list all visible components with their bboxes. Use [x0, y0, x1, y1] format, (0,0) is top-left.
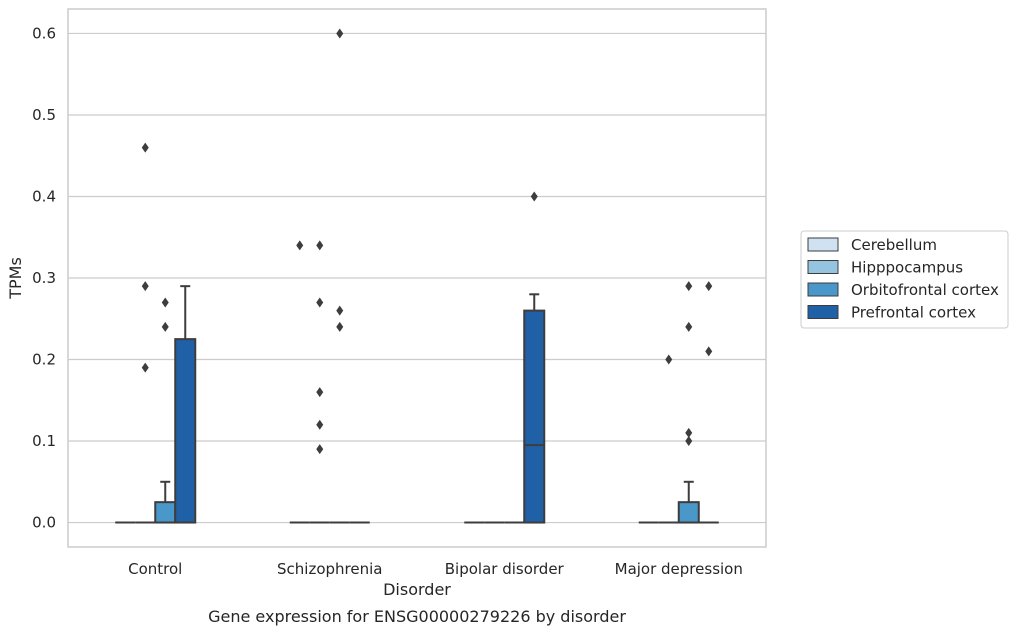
x-tick-label: Schizophrenia: [277, 560, 382, 578]
x-axis-label: Disorder: [383, 580, 451, 599]
box-groups: [115, 285, 719, 524]
outlier-point: [336, 28, 344, 39]
box-prefrontal-cortex: [523, 293, 546, 524]
legend-swatch: [807, 282, 839, 297]
outlier-point: [705, 281, 713, 292]
box-orbitofrontal-cortex: [677, 480, 700, 524]
y-axis-label: TPMs: [6, 257, 25, 300]
outlier-point: [316, 444, 324, 455]
legend-swatch: [807, 260, 839, 274]
y-tick-labels: 0.0 0.1 0.2 0.3 0.4 0.5 0.6: [32, 24, 56, 531]
legend-label: Orbitofrontal cortex: [851, 281, 999, 299]
y-tick-label: 0.5: [32, 106, 56, 124]
box-body: [677, 501, 700, 524]
y-tick-label: 0.2: [32, 351, 56, 369]
x-tick-label: Major depression: [615, 560, 743, 578]
y-tick-label: 0.3: [32, 269, 56, 287]
box-prefrontal-cortex: [174, 285, 197, 524]
outlier-point: [336, 305, 344, 316]
outlier-point: [141, 362, 149, 373]
chart-caption: Gene expression for ENSG00000279226 by d…: [208, 607, 626, 626]
box-orbitofrontal-cortex: [154, 480, 177, 524]
plot-frame: [67, 8, 767, 548]
y-tick-label: 0.4: [32, 187, 56, 205]
outlier-point: [161, 321, 169, 332]
legend: Cerebellum Hipppocampus Orbitofrontal cort…: [800, 230, 1009, 329]
outlier-point: [316, 240, 324, 251]
outlier-point: [685, 436, 693, 447]
outlier-point: [665, 354, 673, 365]
box-body: [154, 501, 177, 524]
outlier-point: [685, 281, 693, 292]
outlier-point: [316, 419, 324, 430]
outlier-point: [705, 346, 713, 357]
outlier-point: [336, 321, 344, 332]
outlier-point: [296, 240, 304, 251]
y-tick-label: 0.6: [32, 24, 56, 42]
legend-frame: [800, 230, 1009, 329]
outlier-point: [685, 427, 693, 438]
legend-label: Cerebellum: [851, 236, 937, 254]
outlier-point: [316, 387, 324, 398]
outlier-point: [141, 142, 149, 153]
legend-swatch: [807, 305, 839, 319]
x-tick-label: Control: [128, 560, 182, 578]
x-tick-label: Bipolar disorder: [445, 560, 565, 578]
outlier-point: [161, 297, 169, 308]
outlier-points: [141, 28, 713, 455]
x-tick-labels: Control Schizophrenia Bipolar disorder Majo…: [128, 560, 743, 578]
grid-lines: [68, 32, 766, 524]
box-body: [523, 309, 546, 524]
legend-label: Prefrontal cortex: [851, 304, 976, 322]
outlier-point: [530, 191, 538, 202]
outlier-point: [316, 297, 324, 308]
outlier-point: [141, 281, 149, 292]
y-tick-label: 0.0: [32, 514, 56, 532]
outlier-point: [685, 321, 693, 332]
legend-label: Hipppocampus: [851, 259, 963, 277]
legend-swatch: [807, 237, 839, 252]
y-tick-label: 0.1: [32, 432, 56, 450]
box-body: [174, 338, 197, 524]
